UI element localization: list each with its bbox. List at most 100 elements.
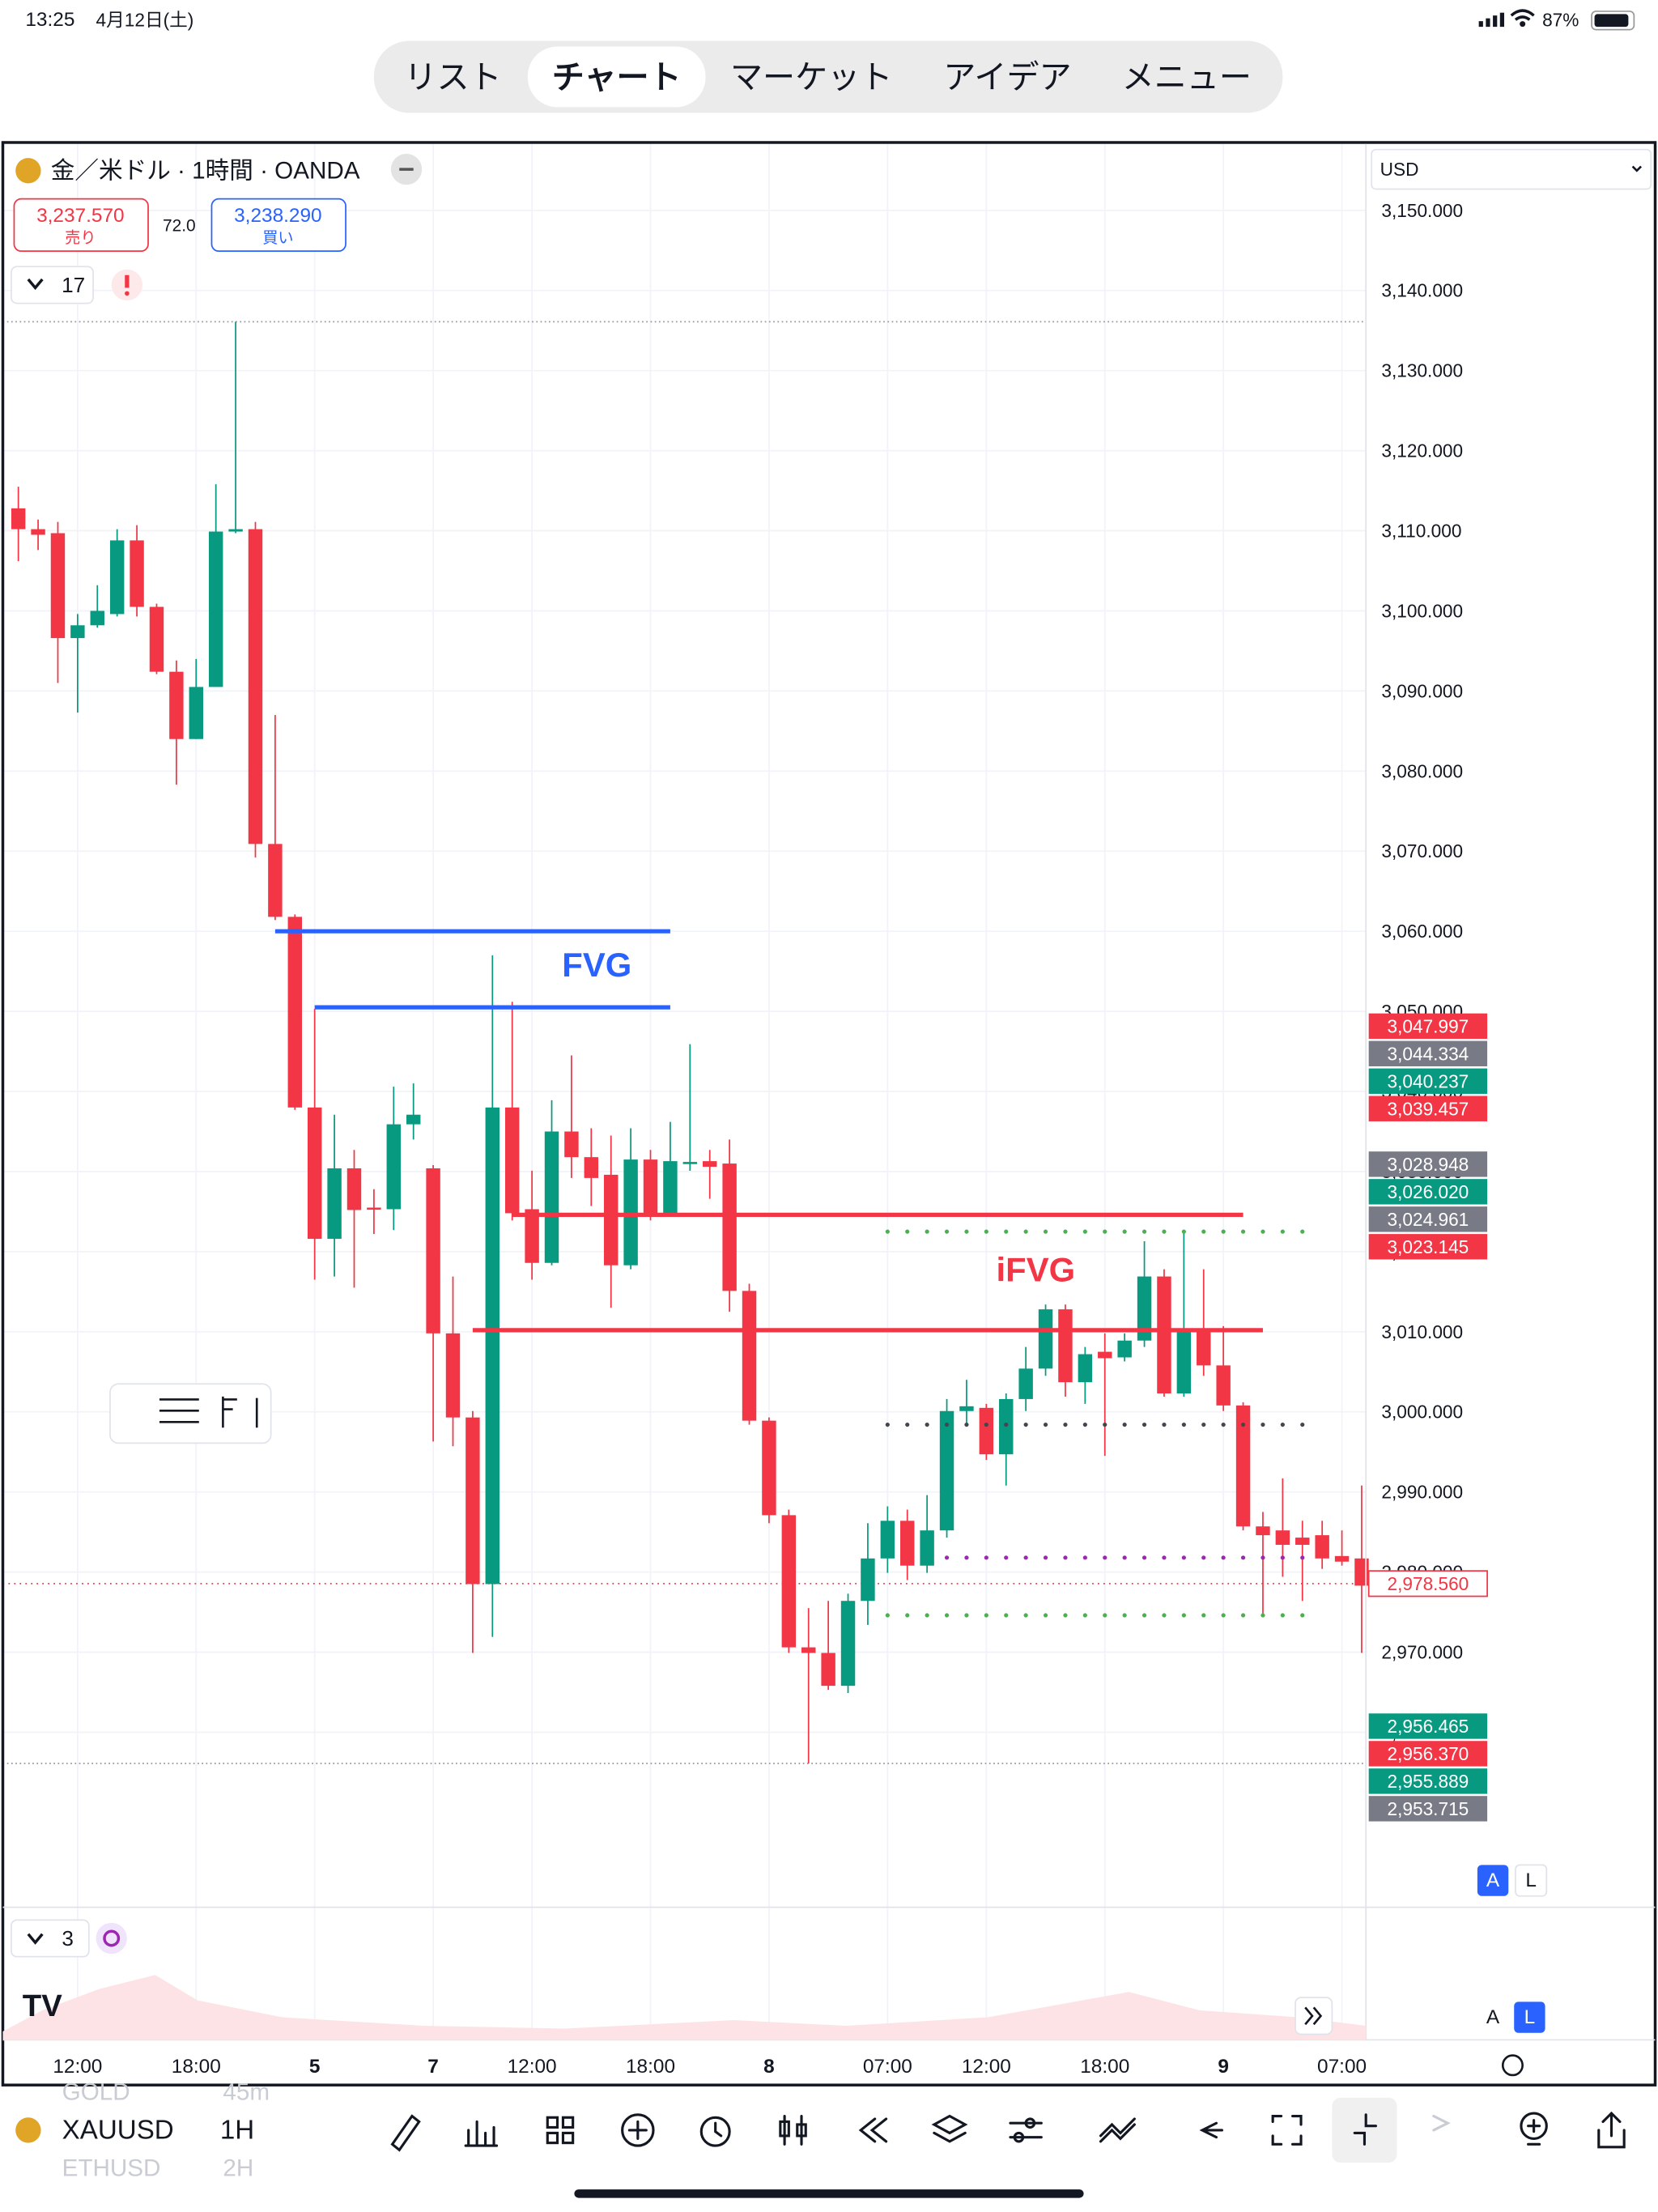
candle-body xyxy=(50,533,66,639)
candle-body xyxy=(1018,1368,1033,1399)
wifi-icon xyxy=(1510,9,1535,21)
candle-body xyxy=(1176,1329,1192,1394)
currency: USD xyxy=(1380,159,1419,180)
candle-body xyxy=(959,1406,974,1411)
candle-body xyxy=(939,1410,954,1531)
log-scale-label: L xyxy=(1525,1870,1537,1891)
sell-label: 売り xyxy=(65,229,96,247)
price-label: 3,024.961 xyxy=(1388,1209,1469,1230)
tab[interactable]: アイデア xyxy=(943,60,1071,96)
candle-body xyxy=(248,529,263,844)
buy-button[interactable] xyxy=(210,198,346,253)
candle-body xyxy=(90,610,104,626)
x-tick-label: 9 xyxy=(1218,2056,1229,2078)
candle-body xyxy=(603,1174,619,1266)
candle-body xyxy=(130,540,144,607)
candle-body xyxy=(1157,1276,1171,1394)
candle-body xyxy=(406,1114,421,1125)
x-tick-label: 12:00 xyxy=(962,2056,1011,2078)
candle-body xyxy=(1235,1405,1251,1527)
y-tick-label: 3,000.000 xyxy=(1381,1402,1463,1423)
y-tick-label: 3,060.000 xyxy=(1381,921,1463,942)
annotation: FVG xyxy=(562,946,631,984)
price-label: 2,956.370 xyxy=(1388,1743,1469,1764)
indicators-toggle[interactable] xyxy=(11,266,94,304)
price-label-box xyxy=(1368,1179,1488,1205)
tab[interactable]: チャート xyxy=(552,60,682,96)
y-tick-label: 2,990.000 xyxy=(1381,1482,1463,1503)
x-tick-label: 12:00 xyxy=(508,2056,557,2078)
y-tick-label: 3,100.000 xyxy=(1381,600,1463,621)
annotation: iFVG xyxy=(997,1251,1076,1289)
x-tick-label: 07:00 xyxy=(1317,2056,1367,2078)
candle-body xyxy=(287,917,302,1108)
candle-body xyxy=(228,529,243,532)
grid xyxy=(2,143,1367,2040)
candle-body xyxy=(70,625,85,639)
price-label: 3,040.237 xyxy=(1388,1070,1469,1091)
scroll-icon xyxy=(1304,2006,1323,2026)
candle-body xyxy=(189,687,203,739)
pane-count: 3 xyxy=(62,1926,74,1950)
bottom-interval[interactable]: 1H xyxy=(220,2115,254,2145)
tab[interactable]: リスト xyxy=(404,60,501,96)
refresh-button[interactable] xyxy=(96,1922,127,1955)
candle-body xyxy=(466,1417,480,1585)
tab[interactable]: メニュー xyxy=(1122,60,1252,96)
candle-body xyxy=(821,1653,835,1687)
auto-scale-button[interactable] xyxy=(1477,1865,1509,1896)
price-label: 3,026.020 xyxy=(1388,1181,1469,1202)
pane-log-label: L xyxy=(1524,2006,1536,2028)
candle-body xyxy=(900,1521,915,1566)
home-indicator xyxy=(574,2189,1084,2198)
currency-select[interactable] xyxy=(1371,148,1652,190)
floating-toolbar-icons[interactable] xyxy=(159,1396,258,1428)
candle-body xyxy=(11,508,26,530)
pane-auto-label[interactable]: A xyxy=(1486,2006,1500,2028)
price-label: 3,047.997 xyxy=(1388,1015,1469,1036)
battery-frame xyxy=(1591,11,1635,31)
price-label-box xyxy=(1368,1796,1488,1822)
symbol-title[interactable]: 金／米ドル · 1時間 · OANDA xyxy=(51,157,360,184)
candle-body xyxy=(1256,1526,1270,1536)
log-scale-button[interactable] xyxy=(1515,1864,1548,1897)
candle-body xyxy=(861,1558,875,1602)
price-label: 3,028.948 xyxy=(1388,1154,1469,1175)
candle-body xyxy=(643,1159,658,1214)
candle-body xyxy=(327,1168,342,1240)
signal-icon xyxy=(1478,12,1505,28)
x-tick-label: 18:00 xyxy=(1080,2056,1129,2078)
candle-body xyxy=(149,606,164,672)
buy-price: 3,238.290 xyxy=(234,205,321,227)
spread: 72.0 xyxy=(163,216,196,235)
y-tick-label: 3,070.000 xyxy=(1381,840,1463,861)
candle-body xyxy=(1078,1354,1093,1383)
toolbar-icons[interactable] xyxy=(390,2111,1626,2152)
scroll-button[interactable] xyxy=(1295,1997,1333,2035)
candle-body xyxy=(742,1291,757,1421)
price-label-box xyxy=(1368,1206,1488,1232)
candle-body xyxy=(623,1159,638,1266)
candle-body xyxy=(1038,1309,1053,1369)
candle-body xyxy=(445,1333,461,1418)
pane-log-button[interactable] xyxy=(1514,2001,1545,2033)
settings-icon[interactable] xyxy=(1501,2054,1524,2077)
candle-body xyxy=(386,1124,402,1210)
y-tick-label: 2,970.000 xyxy=(1381,1642,1463,1663)
candle-body xyxy=(31,529,45,535)
candle-body xyxy=(880,1521,895,1559)
candle-body xyxy=(208,531,223,687)
price-label: 2,955.889 xyxy=(1388,1771,1469,1792)
bottom-symbol[interactable]: XAUUSD xyxy=(62,2115,174,2145)
tab-selected xyxy=(527,46,706,108)
sell-button[interactable] xyxy=(13,198,149,253)
auto-scale-label: A xyxy=(1486,1870,1500,1891)
x-tick-label: 12:00 xyxy=(53,2056,102,2078)
tab[interactable]: マーケット xyxy=(730,60,892,96)
pane-toggle[interactable] xyxy=(11,1919,90,1958)
price-label-box xyxy=(1368,1068,1488,1094)
status-date: 4月12日(土) xyxy=(96,9,194,30)
candle-body xyxy=(1117,1340,1132,1358)
chevron xyxy=(1631,165,1643,172)
